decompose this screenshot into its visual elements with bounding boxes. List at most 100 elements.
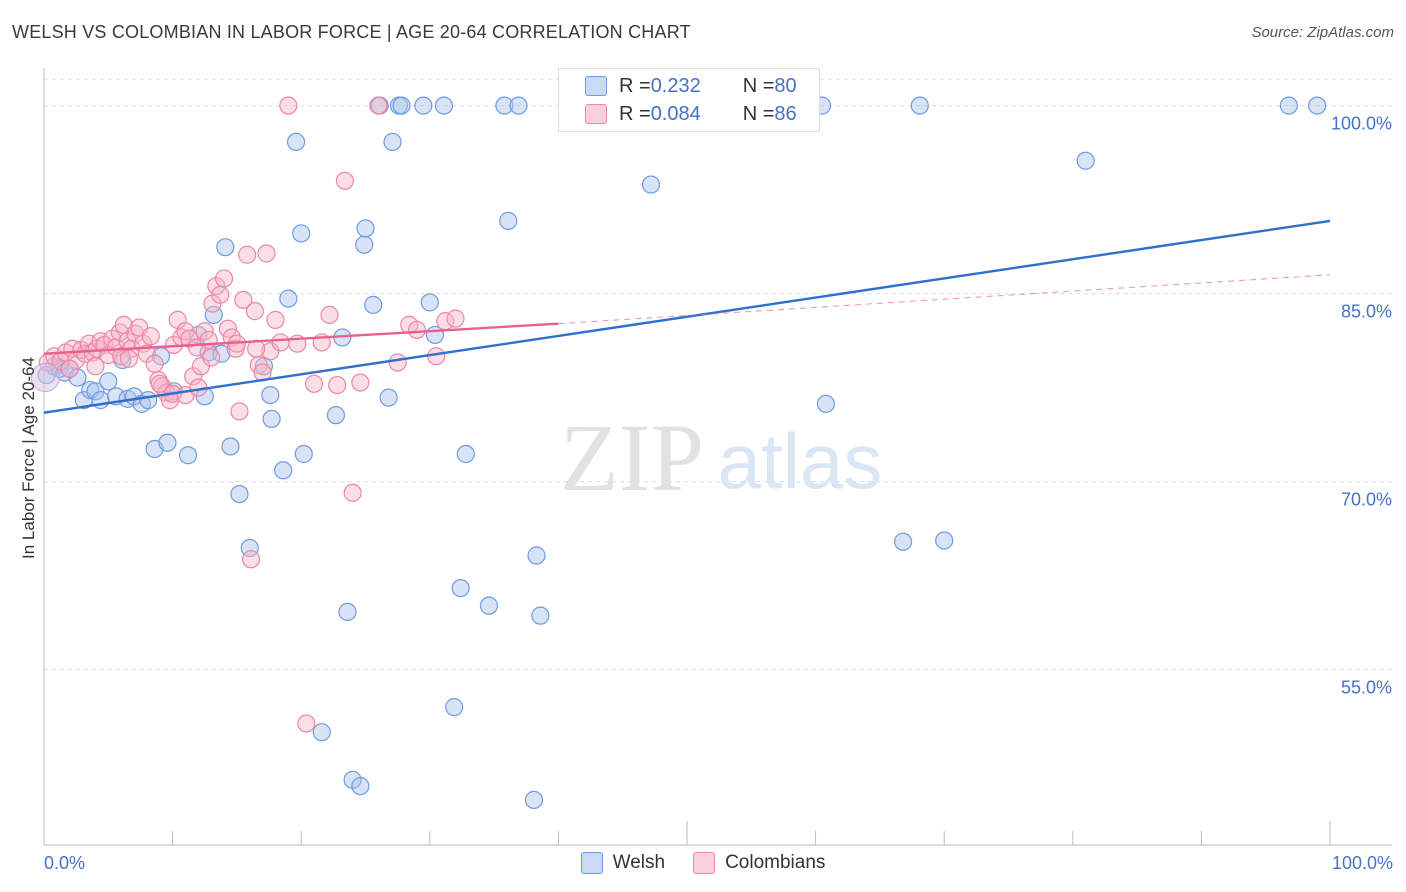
data-point [230,402,249,421]
data-point [509,96,528,115]
tick-labels: 55.0% 70.0% 85.0% 100.0% 0.0% 100.0% [44,114,1393,873]
data-point [379,388,398,407]
data-point [294,444,313,464]
data-point-large [30,363,60,393]
data-point [86,357,105,376]
data-point [202,348,221,367]
axes [43,68,1392,846]
data-point [150,374,169,393]
legend-swatch-welsh [585,76,607,96]
data-point [524,790,544,809]
data-point [495,96,514,115]
data-point [212,344,231,363]
data-point [207,276,226,296]
data-point [392,96,411,115]
data-point [178,446,198,465]
trend-line-welsh [43,219,1331,414]
legend-n-value: 86 [774,102,797,125]
data-point [279,96,298,115]
data-point [304,374,324,393]
data-point [234,290,253,309]
data-point [158,433,177,452]
data-point [326,406,346,425]
data-point [241,550,261,569]
grid [44,78,1392,671]
data-point [451,578,470,598]
watermark: ZIP atlas [560,404,882,511]
data-point [221,437,240,456]
data-point [106,338,126,357]
data-point [137,344,156,363]
data-point [1279,96,1298,115]
data-point [261,385,280,405]
data-point [434,96,454,115]
y-tick-label: 85.0% [1341,302,1392,322]
data-point [76,344,95,363]
data-point [245,302,265,321]
series-legend-welsh[interactable]: Welsh [580,852,666,874]
data-point [338,602,357,622]
watermark-atlas: atlas [718,417,883,505]
data-point [816,394,835,413]
data-point [86,382,105,401]
data-point [238,245,257,264]
y-axis-label: In Labor Force | Age 20-64 [19,357,38,559]
data-point [145,354,164,373]
data-point [141,327,160,346]
x-tick-label: 0.0% [44,853,85,873]
data-point [383,132,402,152]
data-point [271,333,290,352]
data-point [60,359,79,378]
data-point [184,367,203,386]
x-tick-label: 100.0% [1332,853,1393,873]
data-point [356,219,375,238]
trend-lines [43,219,1331,414]
data-point [935,531,954,550]
legend-n-label: N = [742,102,775,125]
data-point [446,309,465,328]
legend-r-value: 0.084 [650,102,701,125]
data-point [499,211,518,230]
data-point [407,320,427,340]
series-label-welsh: Welsh [612,852,666,873]
trend-extension-colombians [558,274,1331,325]
data-point [369,96,388,115]
legend-r-label: R = [619,74,651,97]
data-point [257,244,276,263]
series-legend: Welsh Colombians [0,852,1406,874]
data-point [199,330,218,350]
y-tick-label: 70.0% [1341,490,1392,510]
series-legend-colombians[interactable]: Colombians [693,852,825,874]
legend-r-value: 0.232 [650,74,701,97]
legend-n-value: 80 [774,74,797,97]
data-point [214,269,234,288]
data-point [527,546,546,565]
source-label: Source: ZipAtlas.com [1251,24,1394,41]
data-point [388,353,407,372]
data-point [211,285,230,304]
legend-row-colombians: R = 0.084 N = 86 [559,100,797,128]
data-point [119,349,138,368]
data-point [312,723,331,742]
data-point [351,373,370,392]
data-point [279,289,298,308]
data-point [910,96,929,115]
series-swatch-welsh [580,852,603,874]
data-point [355,235,374,254]
data-point [343,483,362,502]
series-colombians [38,96,465,733]
data-point [297,714,316,733]
data-point [531,606,550,625]
legend-r-label: R = [619,102,651,125]
data-point [456,444,475,464]
correlation-legend: R = 0.232 N = 80 R = 0.084 N = 86 [558,68,820,132]
legend-swatch-colombians [585,104,607,124]
legend-n-label: N = [742,74,775,97]
series-swatch-colombians [693,852,716,874]
data-point [218,319,237,338]
data-point [414,96,433,115]
data-point [266,310,285,329]
series-label-colombians: Colombians [725,852,826,873]
trend-line-colombians [43,322,559,355]
